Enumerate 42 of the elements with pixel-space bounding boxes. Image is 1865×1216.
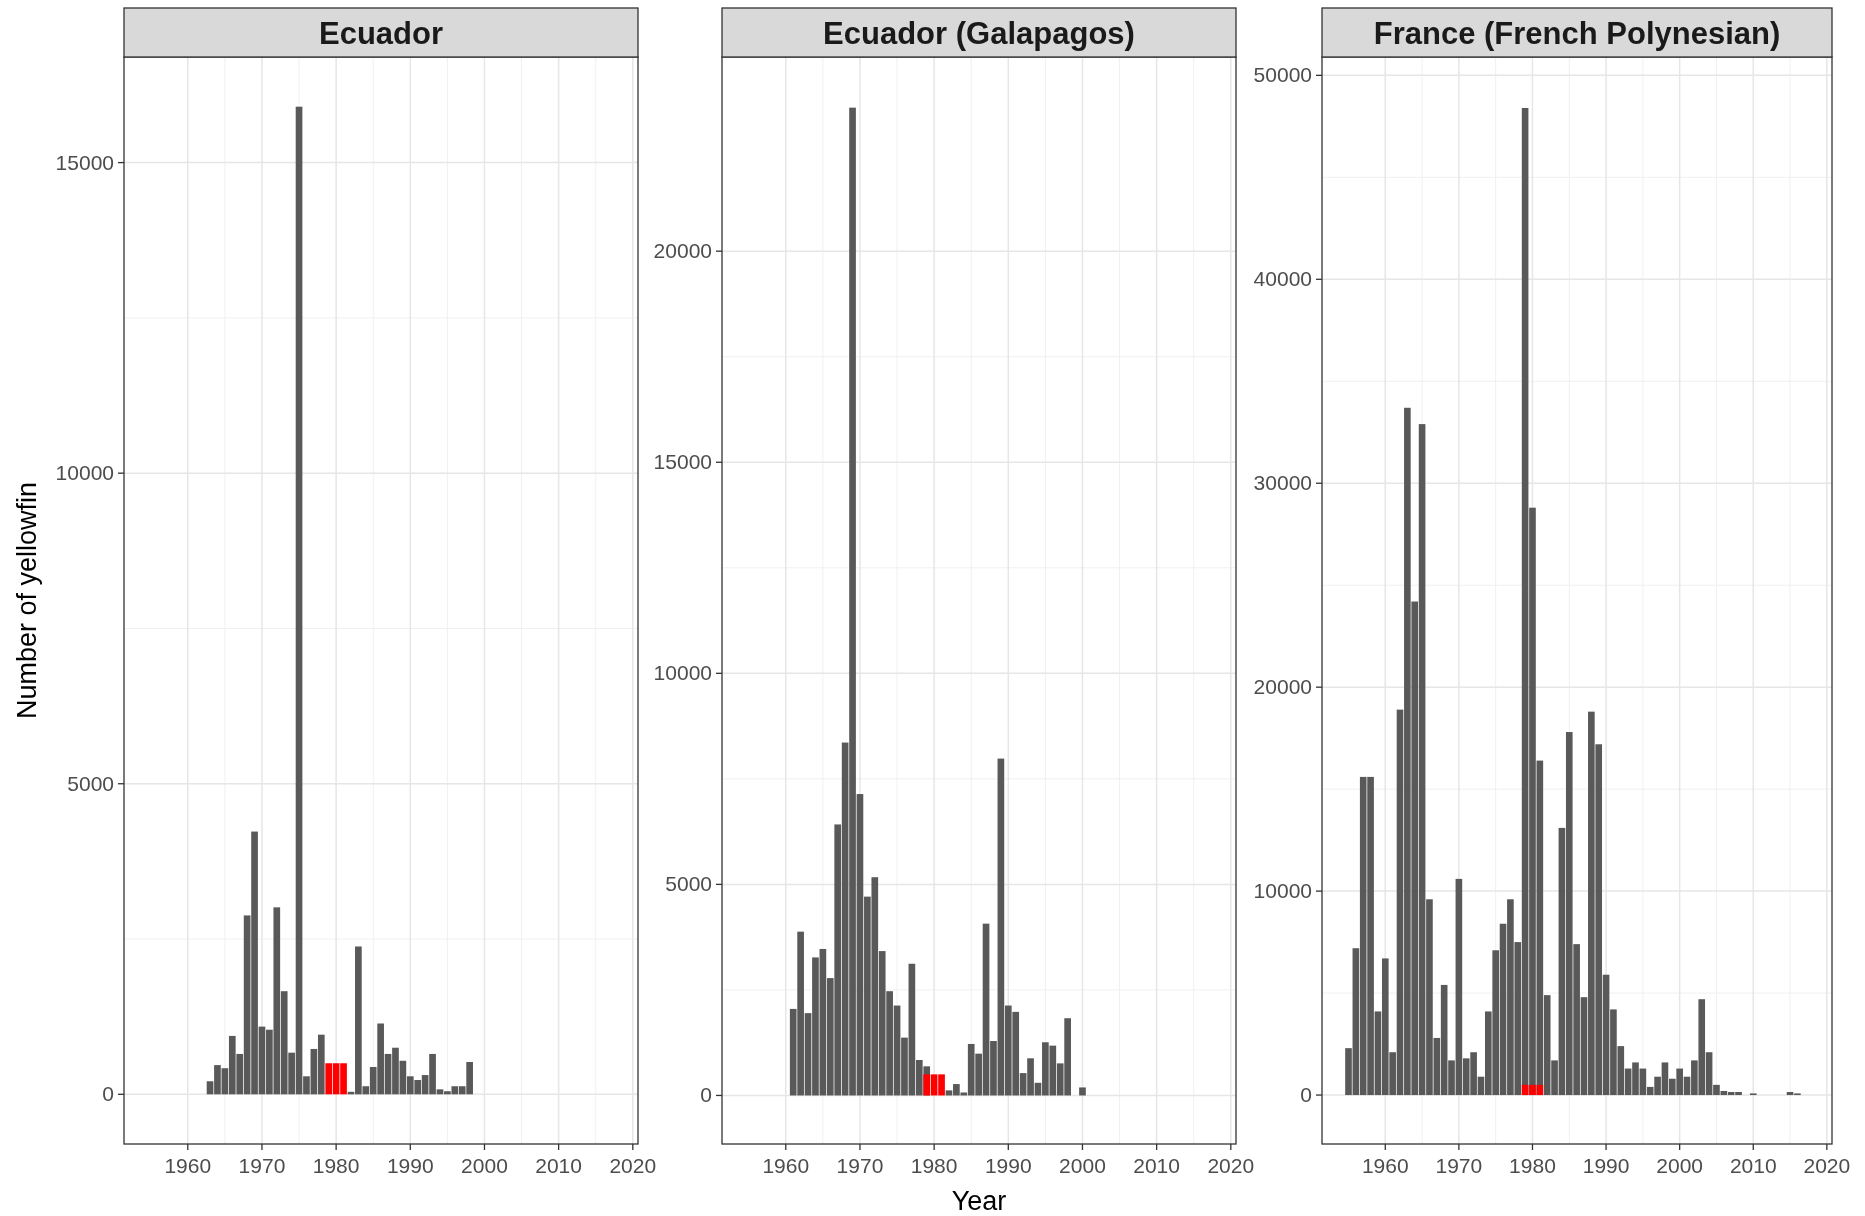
y-tick-label: 0 <box>1300 1083 1312 1107</box>
x-tick-label: 1980 <box>312 1154 360 1177</box>
y-tick-label: 20000 <box>1253 675 1312 699</box>
x-tick-label: 1970 <box>1435 1154 1483 1177</box>
y-tick-label: 15000 <box>55 150 114 174</box>
y-tick-label: 10000 <box>653 661 712 685</box>
x-tick-label: 1990 <box>1582 1154 1630 1177</box>
y-tick-label: 0 <box>102 1082 114 1106</box>
y-tick-label: 50000 <box>1253 63 1312 87</box>
chart-title: Ecuador <box>318 15 444 51</box>
y-tick-label: 5000 <box>67 771 114 795</box>
y-tick-label: 10000 <box>1253 879 1312 903</box>
x-tick-label: 1970 <box>836 1154 884 1177</box>
y-axis-title: Number of yellowfin <box>12 481 42 720</box>
y-tick-label: 15000 <box>653 450 712 474</box>
x-tick-label: 2000 <box>1656 1154 1704 1177</box>
x-tick-label: 1960 <box>762 1154 810 1177</box>
y-tick-label: 5000 <box>665 872 712 896</box>
x-tick-label: 2000 <box>1059 1154 1106 1177</box>
bar <box>1079 1087 1086 1096</box>
x-tick-label: 2020 <box>1207 1154 1255 1177</box>
y-tick-label: 40000 <box>1253 267 1312 291</box>
y-tick-label: 20000 <box>653 239 712 263</box>
x-tick-label: 1990 <box>984 1154 1032 1177</box>
x-tick-label: 2010 <box>535 1154 582 1177</box>
x-axis-title: Year <box>951 1186 1007 1216</box>
x-tick-label: 1970 <box>238 1154 286 1177</box>
x-tick-label: 1960 <box>1361 1154 1409 1177</box>
y-tick-label: 0 <box>700 1083 712 1107</box>
chart-title: Ecuador (Galapagos) <box>823 15 1135 51</box>
x-tick-label: 2010 <box>1133 1154 1180 1177</box>
x-tick-label: 1980 <box>1509 1154 1556 1177</box>
x-tick-label: 1980 <box>910 1154 958 1177</box>
x-tick-label: 2020 <box>1803 1154 1851 1177</box>
chart-title: France (French Polynesian) <box>1373 15 1781 51</box>
y-tick-label: 30000 <box>1253 471 1312 495</box>
x-tick-label: 2010 <box>1729 1154 1777 1177</box>
x-tick-label: 1960 <box>164 1154 212 1177</box>
x-tick-label: 1990 <box>386 1154 434 1177</box>
x-tick-label: 2020 <box>609 1154 657 1177</box>
x-tick-label: 2000 <box>461 1154 508 1177</box>
y-tick-label: 10000 <box>55 461 114 485</box>
